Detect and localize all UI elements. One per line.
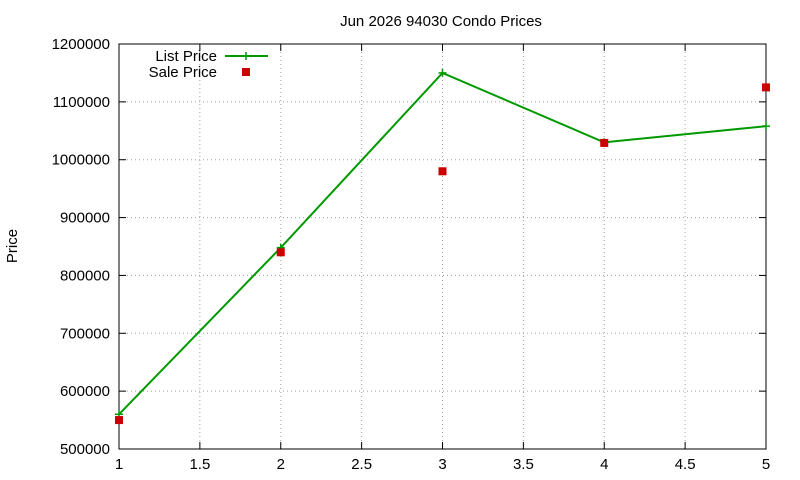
series: [115, 68, 770, 425]
legend-swatch-marker: [242, 52, 250, 60]
axis-ticks: 500000 600000 700000 800000 900000 1000000 110…: [52, 36, 771, 473]
legend-swatch-square: [242, 68, 250, 76]
x-tick-label: 3.5: [513, 456, 534, 473]
legend-label: List Price: [155, 48, 217, 65]
chart-title: Jun 2026 94030 Condo Prices: [340, 13, 542, 30]
legend-label: Sale Price: [149, 64, 217, 81]
x-tick-label: 1.5: [189, 456, 210, 473]
data-point-sale-price: [438, 167, 447, 176]
y-tick-label: 600000: [60, 383, 110, 400]
y-tick-label: 1200000: [52, 36, 110, 53]
data-point-sale-price: [115, 416, 123, 425]
y-tick-label: 500000: [60, 441, 110, 458]
y-tick-label: 800000: [60, 267, 110, 284]
x-tick-label: 1: [115, 456, 123, 473]
data-point-list-price: [762, 122, 770, 131]
y-tick-label: 900000: [60, 210, 110, 227]
x-tick-label: 2.5: [351, 456, 372, 473]
y-tick-label: 700000: [60, 325, 110, 342]
y-axis-label: Price: [4, 229, 21, 263]
x-tick-label: 2: [277, 456, 285, 473]
data-point-sale-price: [762, 83, 770, 92]
grid: [119, 44, 766, 449]
y-tick-label: 1100000: [53, 94, 110, 111]
y-tick-label: 1000000: [52, 152, 110, 169]
x-tick-label: 4: [600, 456, 608, 473]
x-tick-label: 4.5: [675, 456, 696, 473]
x-tick-label: 5: [762, 456, 770, 473]
data-point-sale-price: [276, 248, 285, 257]
x-tick-label: 3: [438, 456, 446, 473]
data-point-sale-price: [600, 138, 609, 147]
data-point-list-price: [438, 68, 447, 77]
